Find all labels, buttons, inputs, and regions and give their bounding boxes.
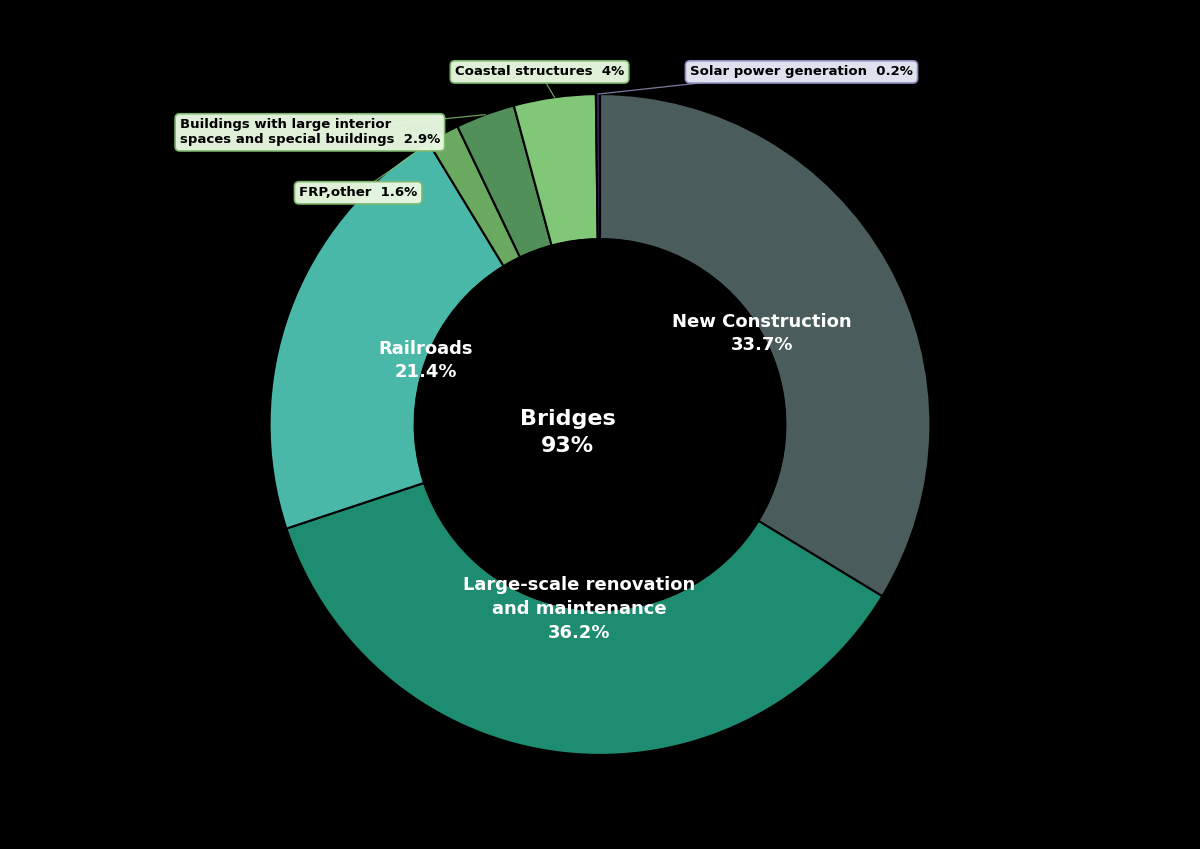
Wedge shape (600, 94, 930, 596)
Text: FRP,other  1.6%: FRP,other 1.6% (299, 186, 418, 200)
Text: Buildings with large interior
spaces and special buildings  2.9%: Buildings with large interior spaces and… (180, 118, 440, 146)
Wedge shape (514, 94, 598, 245)
Wedge shape (287, 483, 882, 755)
Text: New Construction
33.7%: New Construction 33.7% (672, 312, 852, 354)
Text: Coastal structures  4%: Coastal structures 4% (455, 65, 624, 78)
Text: Large-scale renovation
and maintenance
36.2%: Large-scale renovation and maintenance 3… (463, 576, 695, 642)
Text: Bridges
93%: Bridges 93% (520, 409, 616, 456)
Wedge shape (457, 105, 552, 257)
Wedge shape (428, 127, 520, 266)
Wedge shape (270, 143, 504, 529)
Text: Solar power generation  0.2%: Solar power generation 0.2% (690, 65, 913, 78)
Text: Railroads
21.4%: Railroads 21.4% (378, 340, 473, 381)
Wedge shape (596, 94, 600, 239)
Circle shape (415, 239, 785, 610)
